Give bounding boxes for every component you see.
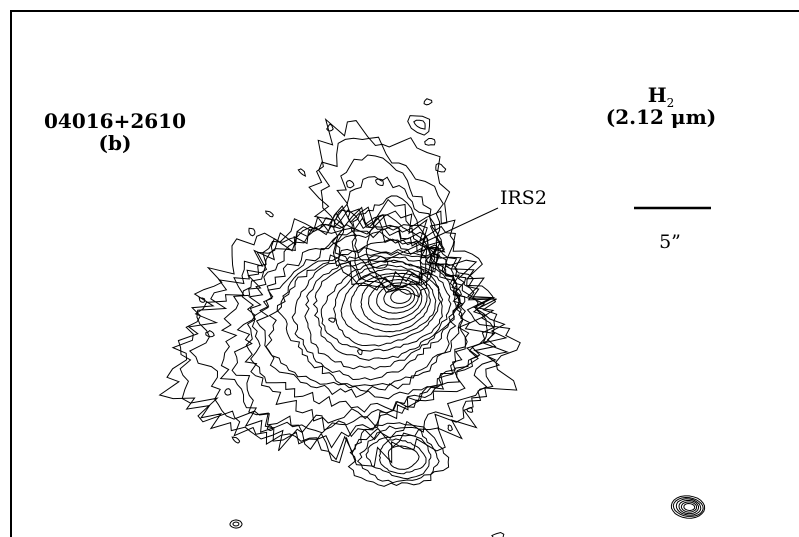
line-species: H <box>647 83 667 107</box>
noise-fragment <box>413 119 426 130</box>
noise-fragment <box>356 349 363 356</box>
noise-fragment <box>375 178 384 187</box>
noise-fragment <box>491 531 505 537</box>
scale-label: 5” <box>659 231 681 253</box>
noise-fragment <box>326 123 334 132</box>
nebula-contour <box>376 282 419 314</box>
source-name: 04016+2610 <box>43 109 186 133</box>
irs2-label: IRS2 <box>500 187 547 209</box>
nebula-contour <box>255 230 468 400</box>
nebula-contour <box>265 238 464 392</box>
noise-fragment <box>447 424 453 432</box>
irs2-pointer <box>383 207 499 262</box>
nebula-contour <box>304 255 457 370</box>
noise-contours <box>198 98 505 537</box>
compact-source-contour <box>670 495 706 519</box>
blob-contour <box>365 434 432 480</box>
nebula-contour <box>333 264 442 347</box>
blob-contour <box>378 438 427 475</box>
plot-frame <box>10 10 799 537</box>
small-source-contour <box>229 519 243 529</box>
blob-contour <box>356 425 440 484</box>
plume-contour <box>365 214 434 291</box>
compact-source-contours <box>229 495 706 529</box>
noise-fragment <box>407 115 431 136</box>
plume-contour <box>346 176 439 294</box>
compact-source-contour <box>672 496 704 517</box>
nebula-contour <box>219 209 496 449</box>
nebula-contour <box>390 288 412 304</box>
compact-source-contour <box>680 501 698 513</box>
small-source-contour <box>232 521 240 527</box>
noise-fragment <box>424 138 436 146</box>
noise-fragment <box>466 407 474 413</box>
plume-contour <box>334 154 443 290</box>
line-subscript: 2 <box>666 96 675 110</box>
nebula-contours <box>158 117 521 467</box>
compact-source-contour <box>675 498 702 516</box>
wavelength-label: (2.12 μm) <box>605 105 717 129</box>
secondary-blob-contours <box>347 422 450 487</box>
nebula-contour <box>320 260 444 352</box>
noise-fragment <box>231 436 241 444</box>
noise-fragment <box>435 162 447 173</box>
nebula-contour <box>244 227 488 424</box>
nebula-contour <box>360 275 428 326</box>
noise-fragment <box>266 424 274 432</box>
noise-fragment <box>265 210 274 218</box>
nebula-contour <box>367 278 423 320</box>
plume-contour <box>308 117 451 288</box>
nebula-contour <box>177 198 497 461</box>
blob-contour <box>347 422 450 487</box>
blob-contour <box>387 445 420 470</box>
noise-fragment <box>205 329 215 338</box>
nebula-contour <box>188 208 510 441</box>
compact-source-contour <box>683 502 696 512</box>
nebula-contour <box>250 224 472 413</box>
noise-fragment <box>423 98 433 106</box>
noise-fragment <box>198 297 206 303</box>
plume-contour <box>352 195 433 298</box>
noise-fragment <box>248 227 256 237</box>
nebula-contour <box>340 268 437 338</box>
compact-source-contour <box>678 500 699 515</box>
noise-fragment <box>224 388 232 396</box>
noise-fragment <box>328 317 336 323</box>
panel-label: (b) <box>98 131 132 155</box>
noise-fragment <box>297 168 307 177</box>
irs2-knot-contour <box>367 255 389 269</box>
nebula-contour <box>291 251 460 381</box>
noise-fragment <box>345 179 355 189</box>
line-label: H2 <box>596 84 726 111</box>
nebula-contour <box>231 217 498 434</box>
plume-contour <box>318 136 445 291</box>
